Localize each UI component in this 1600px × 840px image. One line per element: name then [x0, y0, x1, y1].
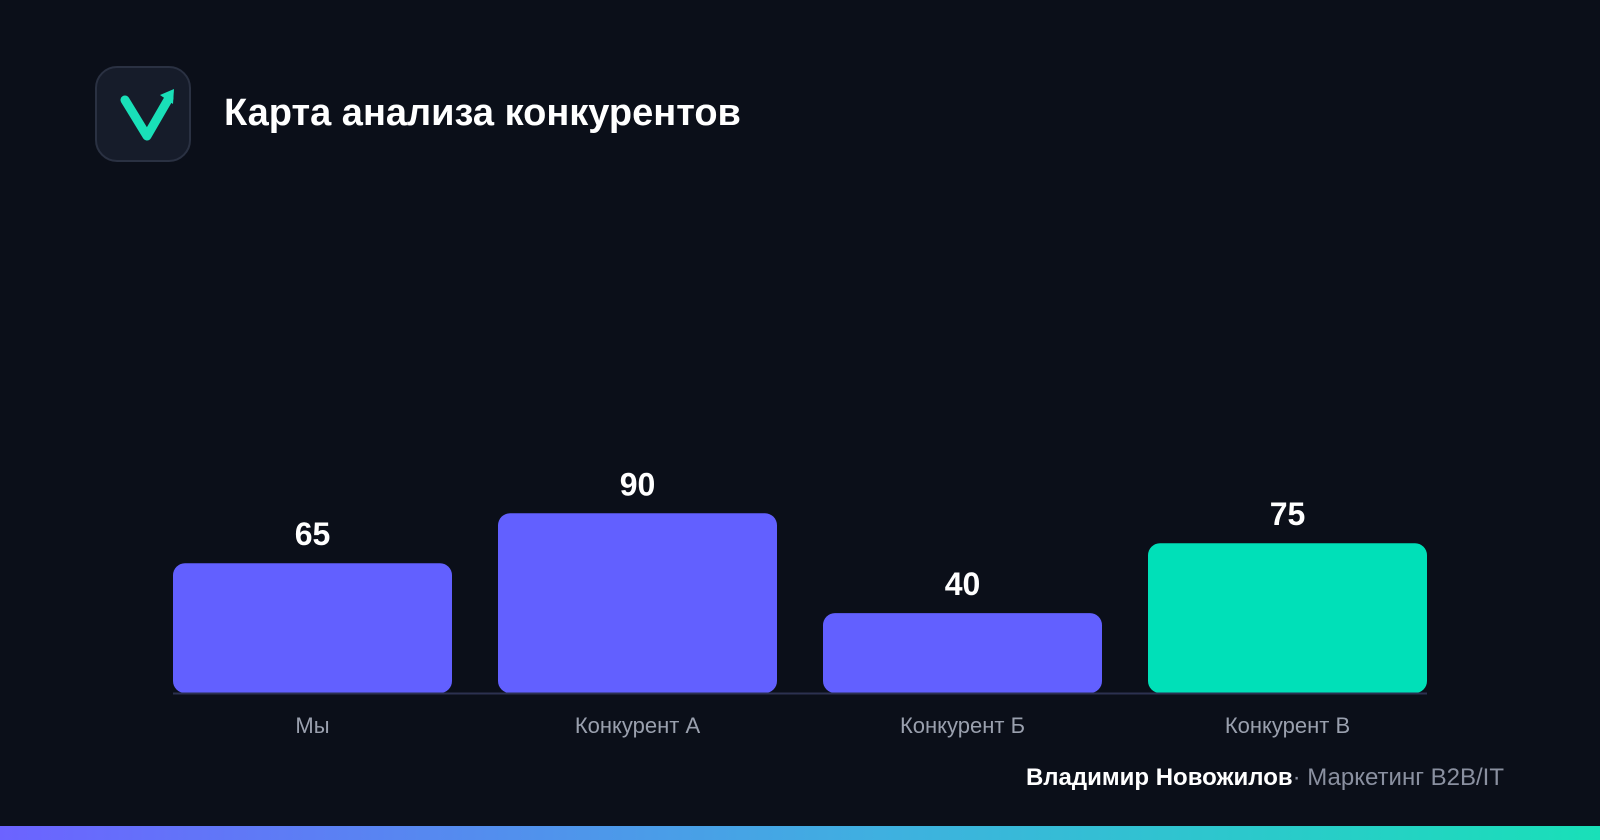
bar-2: [498, 513, 777, 693]
footer-credit: Владимир Новожилов· Маркетинг B2B/IT: [1026, 762, 1504, 794]
value-label-1: 65: [295, 516, 331, 552]
bar-chart: 65 Мы 90 Конкурент А 40 Конкурент Б 75 Конкурен…: [173, 466, 1427, 738]
brand-logo: [95, 66, 191, 162]
footer-separator: ·: [1292, 764, 1301, 791]
bar-3: [823, 613, 1102, 693]
value-label-3: 40: [945, 566, 981, 602]
category-label-4: Конкурент В: [1225, 713, 1350, 738]
author-role: Маркетинг B2B/IT: [1307, 764, 1504, 791]
category-label-2: Конкурент А: [575, 713, 701, 738]
bar-4: [1148, 543, 1427, 693]
bar-1: [173, 563, 452, 693]
author-name: Владимир Новожилов: [1025, 764, 1293, 791]
category-label-3: Конкурент Б: [900, 713, 1025, 738]
value-label-2: 90: [620, 466, 656, 502]
checkmark-arrow-icon: [120, 89, 174, 141]
gradient-bottom-bar: [0, 826, 1600, 840]
category-label-1: Мы: [295, 713, 329, 738]
page-title: Карта анализа конкурентов: [224, 92, 741, 134]
value-label-4: 75: [1270, 496, 1306, 532]
